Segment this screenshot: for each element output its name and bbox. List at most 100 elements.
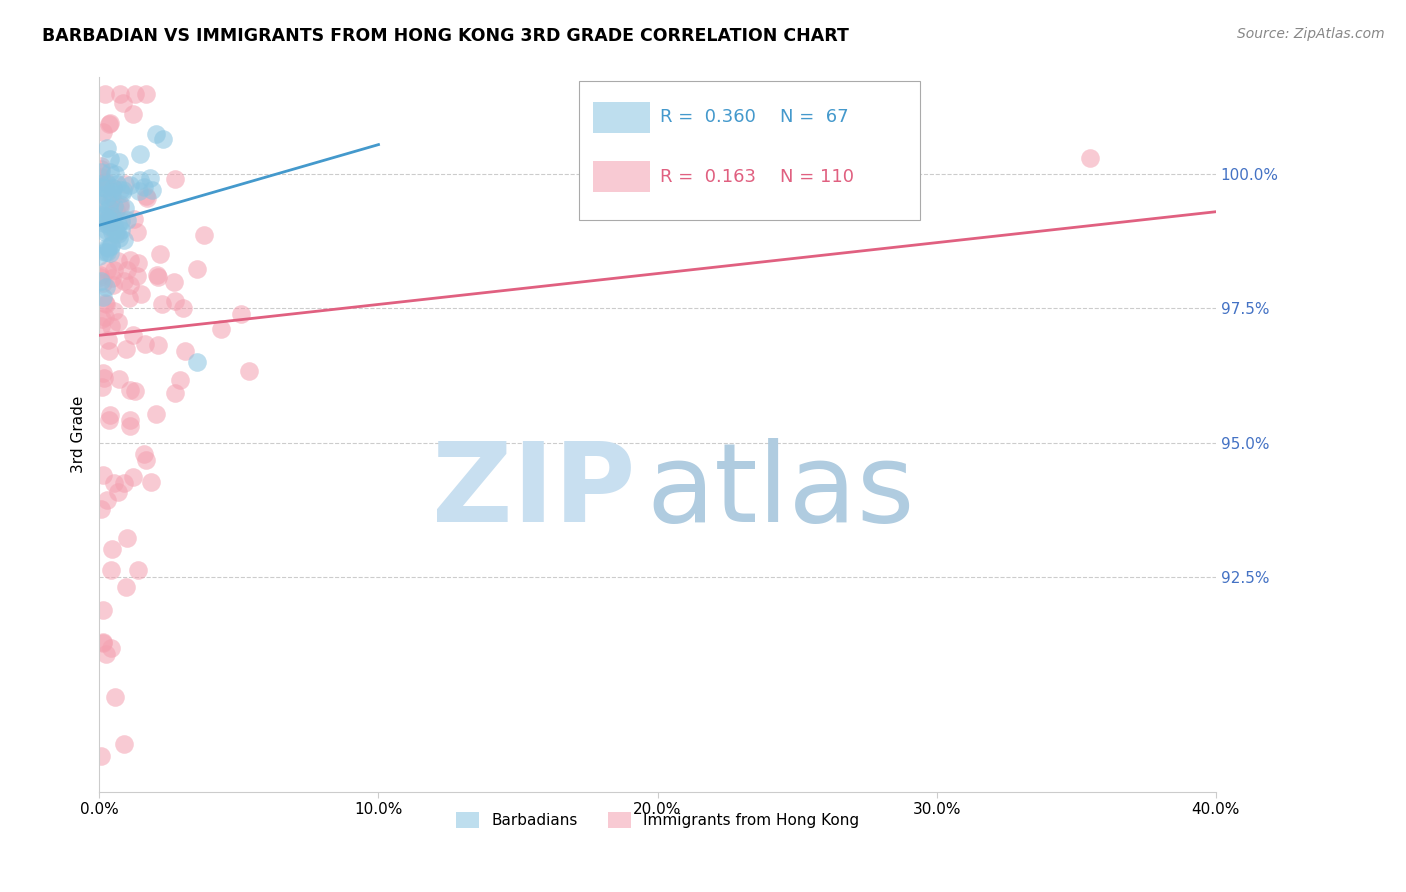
Point [104, 202, 127, 217]
Point [114, 580, 136, 594]
Point [125, 225, 148, 239]
Text: ZIP: ZIP [432, 438, 636, 545]
Point [100, 238, 122, 252]
Point [186, 261, 208, 276]
Point [101, 181, 124, 195]
Point [96, 175, 118, 189]
Point [90, 165, 112, 179]
Point [93, 216, 115, 230]
Point [134, 447, 156, 461]
Point [98, 153, 121, 167]
Point [121, 809, 143, 823]
Point [139, 475, 162, 490]
Text: BARBADIAN VS IMMIGRANTS FROM HONG KONG 3RD GRADE CORRELATION CHART: BARBADIAN VS IMMIGRANTS FROM HONG KONG 3… [42, 27, 849, 45]
Point [100, 215, 122, 229]
Point [90, 159, 112, 173]
Point [107, 155, 129, 169]
Point [108, 197, 131, 211]
Point [127, 255, 149, 269]
Point [101, 541, 124, 556]
Point [112, 737, 135, 751]
Point [91, 468, 114, 483]
Point [103, 277, 125, 292]
Point [152, 132, 174, 146]
Point [94, 225, 117, 239]
Point [149, 247, 172, 261]
Point [104, 167, 127, 181]
Point [89, 270, 111, 285]
Point [93, 209, 115, 223]
FancyBboxPatch shape [593, 161, 650, 193]
Point [128, 185, 150, 199]
FancyBboxPatch shape [593, 102, 650, 133]
Point [90, 501, 112, 516]
Point [129, 286, 152, 301]
Point [100, 218, 122, 232]
Text: R =  0.360: R = 0.360 [659, 109, 755, 127]
Point [96, 177, 118, 191]
Point [91, 603, 114, 617]
Point [101, 271, 124, 285]
Point [103, 263, 125, 277]
Point [150, 297, 173, 311]
Point [107, 217, 129, 231]
Point [89, 249, 111, 263]
Point [91, 125, 114, 139]
Point [91, 180, 114, 194]
Point [94, 280, 117, 294]
Point [114, 342, 136, 356]
Point [97, 333, 120, 347]
Point [186, 355, 208, 369]
Point [172, 301, 194, 315]
Point [115, 213, 138, 227]
Point [91, 366, 114, 380]
Point [101, 180, 124, 194]
Point [90, 206, 112, 220]
Point [96, 245, 118, 260]
Point [93, 245, 115, 260]
Point [127, 563, 149, 577]
Point [98, 117, 121, 131]
Point [118, 418, 141, 433]
Point [98, 164, 121, 178]
Point [120, 383, 142, 397]
Point [89, 177, 111, 191]
Point [121, 107, 143, 121]
Point [122, 212, 145, 227]
Point [117, 292, 139, 306]
Point [96, 141, 118, 155]
Point [97, 344, 120, 359]
Point [96, 195, 118, 210]
Point [90, 180, 112, 194]
Point [193, 227, 215, 242]
Text: Source: ZipAtlas.com: Source: ZipAtlas.com [1237, 27, 1385, 41]
Point [125, 268, 148, 283]
Point [121, 469, 143, 483]
Point [108, 87, 131, 101]
Point [97, 241, 120, 255]
Point [100, 641, 122, 656]
Point [118, 413, 141, 427]
Point [209, 322, 232, 336]
Point [115, 531, 138, 545]
Point [93, 214, 115, 228]
Point [96, 263, 118, 277]
Point [98, 208, 121, 222]
Point [96, 190, 118, 204]
Point [98, 246, 121, 260]
Point [101, 186, 124, 200]
Point [138, 170, 160, 185]
Point [91, 188, 114, 202]
Point [118, 253, 141, 268]
Point [97, 201, 120, 215]
Point [1078, 151, 1101, 165]
Point [163, 294, 186, 309]
Point [97, 413, 120, 427]
Point [108, 230, 131, 244]
Point [91, 276, 114, 290]
Point [112, 233, 135, 247]
Point [94, 647, 117, 661]
Point [108, 372, 131, 386]
Point [104, 690, 127, 704]
Text: N =  67: N = 67 [780, 109, 849, 127]
